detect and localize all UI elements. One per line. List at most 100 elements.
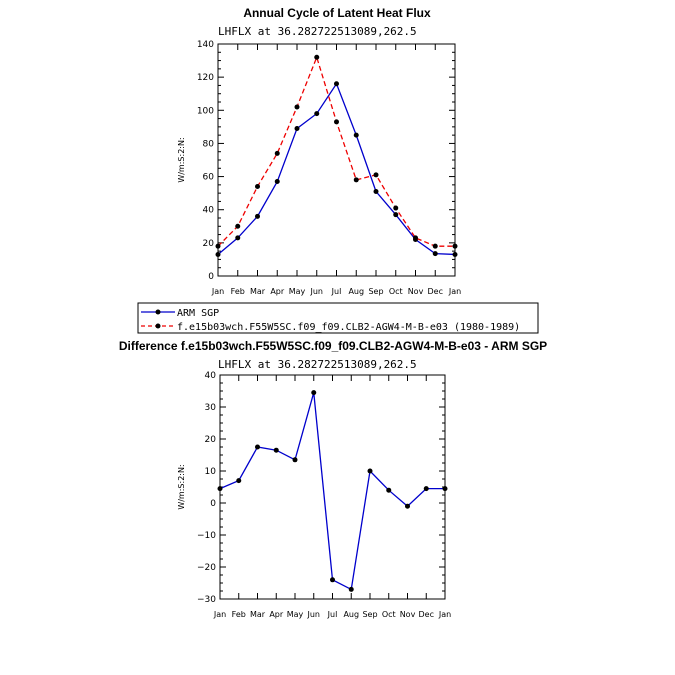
series-group bbox=[215, 54, 458, 257]
data-point bbox=[373, 188, 379, 194]
data-point bbox=[393, 212, 399, 218]
x-tick-label: Feb bbox=[231, 287, 245, 296]
data-point bbox=[452, 243, 458, 249]
y-tick-label: 120 bbox=[197, 73, 214, 83]
x-tick-label: Jul bbox=[327, 610, 338, 619]
data-point bbox=[292, 457, 298, 463]
data-point bbox=[314, 54, 320, 60]
y-tick-label: 20 bbox=[205, 435, 217, 445]
x-tick-label: Apr bbox=[270, 287, 285, 296]
legend-label-model: f.e15b03wch.F55W5SC.f09_f09.CLB2-AGW4-M-… bbox=[177, 322, 520, 333]
annual-cycle-chart: Annual Cycle of Latent Heat Flux LHFLX a… bbox=[177, 6, 461, 296]
y-tick-label: 0 bbox=[208, 272, 214, 282]
data-point bbox=[255, 444, 260, 450]
data-point bbox=[393, 205, 399, 211]
x-tick-label: Jan bbox=[211, 287, 224, 296]
data-point bbox=[442, 486, 448, 492]
data-point bbox=[273, 447, 279, 453]
x-tick-label: Jan bbox=[438, 610, 451, 619]
data-point bbox=[452, 251, 458, 257]
data-point bbox=[413, 235, 418, 241]
chart-title: Difference f.e15b03wch.F55W5SC.f09_f09.C… bbox=[119, 339, 547, 353]
x-tick-label: Nov bbox=[400, 610, 416, 619]
y-axis: 0 20 40 60 80 100 120 140 bbox=[197, 40, 455, 282]
series-line bbox=[219, 392, 445, 591]
x-tick-label: Jan bbox=[213, 610, 226, 619]
plot-frame bbox=[219, 374, 446, 600]
x-tick-label: Dec bbox=[428, 287, 443, 296]
series-line bbox=[217, 82, 456, 256]
x-tick-label: Sep bbox=[368, 287, 383, 296]
legend-label-arm: ARM SGP bbox=[177, 308, 219, 319]
data-point bbox=[386, 487, 392, 493]
data-point bbox=[405, 503, 410, 509]
chart-subtitle: LHFLX at 36.282722513089,262.5 bbox=[218, 25, 417, 38]
legend-marker-arm bbox=[155, 309, 161, 315]
x-tick-label: Dec bbox=[419, 610, 434, 619]
y-tick-label: 30 bbox=[205, 403, 217, 413]
x-tick-label: Jul bbox=[331, 287, 342, 296]
x-tick-label: Oct bbox=[382, 610, 396, 619]
data-point bbox=[348, 586, 354, 592]
plot-frame bbox=[217, 43, 456, 277]
data-point bbox=[215, 251, 221, 257]
legend-marker-model bbox=[155, 323, 161, 329]
x-tick-label: May bbox=[287, 610, 304, 619]
x-tick-label: May bbox=[289, 287, 306, 296]
x-tick-label: Jun bbox=[310, 287, 324, 296]
data-point bbox=[274, 150, 280, 156]
data-point bbox=[294, 126, 300, 132]
x-tick-label: Jun bbox=[307, 610, 321, 619]
y-tick-label: 80 bbox=[203, 139, 215, 149]
legend-box bbox=[137, 302, 539, 334]
data-point bbox=[432, 251, 438, 257]
chart-title: Annual Cycle of Latent Heat Flux bbox=[243, 6, 431, 20]
x-tick-label: Aug bbox=[343, 610, 359, 619]
y-tick-label: 100 bbox=[197, 106, 214, 116]
chart-subtitle: LHFLX at 36.282722513089,262.5 bbox=[218, 358, 417, 371]
data-point bbox=[235, 223, 241, 229]
y-tick-label: 60 bbox=[203, 173, 215, 183]
data-point bbox=[311, 390, 317, 396]
x-tick-label: Nov bbox=[408, 287, 424, 296]
y-tick-label: 10 bbox=[205, 467, 217, 477]
data-point bbox=[274, 179, 280, 185]
data-point bbox=[373, 172, 379, 178]
x-axis: Jan Feb Mar Apr May Jun Jul Aug Sep Oct Nov Dec Jan bbox=[211, 44, 461, 296]
data-point bbox=[314, 111, 320, 117]
y-axis-label: W/m:S:2:N: bbox=[177, 464, 186, 509]
x-tick-label: Jan bbox=[448, 287, 461, 296]
y-tick-label: −30 bbox=[197, 595, 216, 605]
y-axis-label: W/m:S:2:N: bbox=[177, 137, 186, 182]
data-point bbox=[330, 577, 335, 583]
y-tick-label: 40 bbox=[205, 371, 217, 381]
data-point bbox=[215, 243, 221, 249]
data-point bbox=[235, 235, 241, 241]
x-tick-label: Feb bbox=[232, 610, 246, 619]
data-point bbox=[432, 243, 438, 249]
y-tick-label: 0 bbox=[210, 499, 216, 509]
y-axis: −30 −20 −10 0 10 20 30 40 bbox=[197, 371, 445, 605]
data-point bbox=[353, 132, 359, 138]
data-point bbox=[367, 468, 373, 474]
data-point bbox=[334, 81, 339, 87]
x-tick-label: Oct bbox=[389, 287, 403, 296]
data-point bbox=[294, 104, 300, 110]
x-tick-label: Apr bbox=[269, 610, 284, 619]
y-tick-label: −20 bbox=[197, 563, 216, 573]
data-point bbox=[255, 213, 260, 219]
data-point bbox=[423, 486, 429, 492]
y-tick-label: 140 bbox=[197, 40, 214, 50]
x-axis: Jan Feb Mar Apr May Jun Jul Aug Sep Oct Nov Dec Jan bbox=[213, 375, 451, 619]
series-group bbox=[217, 390, 448, 592]
data-point bbox=[255, 184, 260, 190]
data-point bbox=[236, 478, 242, 484]
x-tick-label: Aug bbox=[348, 287, 364, 296]
data-point bbox=[334, 119, 339, 125]
y-tick-label: −10 bbox=[197, 531, 216, 541]
y-tick-label: 40 bbox=[203, 206, 215, 216]
data-point bbox=[217, 486, 223, 492]
y-tick-label: 20 bbox=[203, 239, 215, 249]
x-tick-label: Mar bbox=[250, 610, 266, 619]
